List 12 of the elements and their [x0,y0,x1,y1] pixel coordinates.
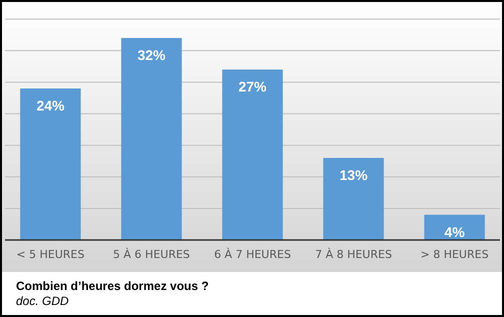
x-tick-label: > 8 HEURES [420,248,489,261]
text: doc. GDD [16,294,70,308]
x-tick-label: 7 À 8 HEURES [315,247,392,261]
x-tick-label: 6 À 7 HEURES [214,247,291,261]
data-label: 32% [137,47,166,63]
x-tick-label: < 5 HEURES [16,248,85,261]
text: Combien d’heures dormez vous ? [16,279,209,293]
data-label: 13% [340,166,368,183]
data-label: 4% [444,224,466,240]
x-tick-label: 5 À 6 HEURES [113,247,190,261]
data-label: 24% [36,98,66,114]
data-label: 27% [238,78,268,95]
